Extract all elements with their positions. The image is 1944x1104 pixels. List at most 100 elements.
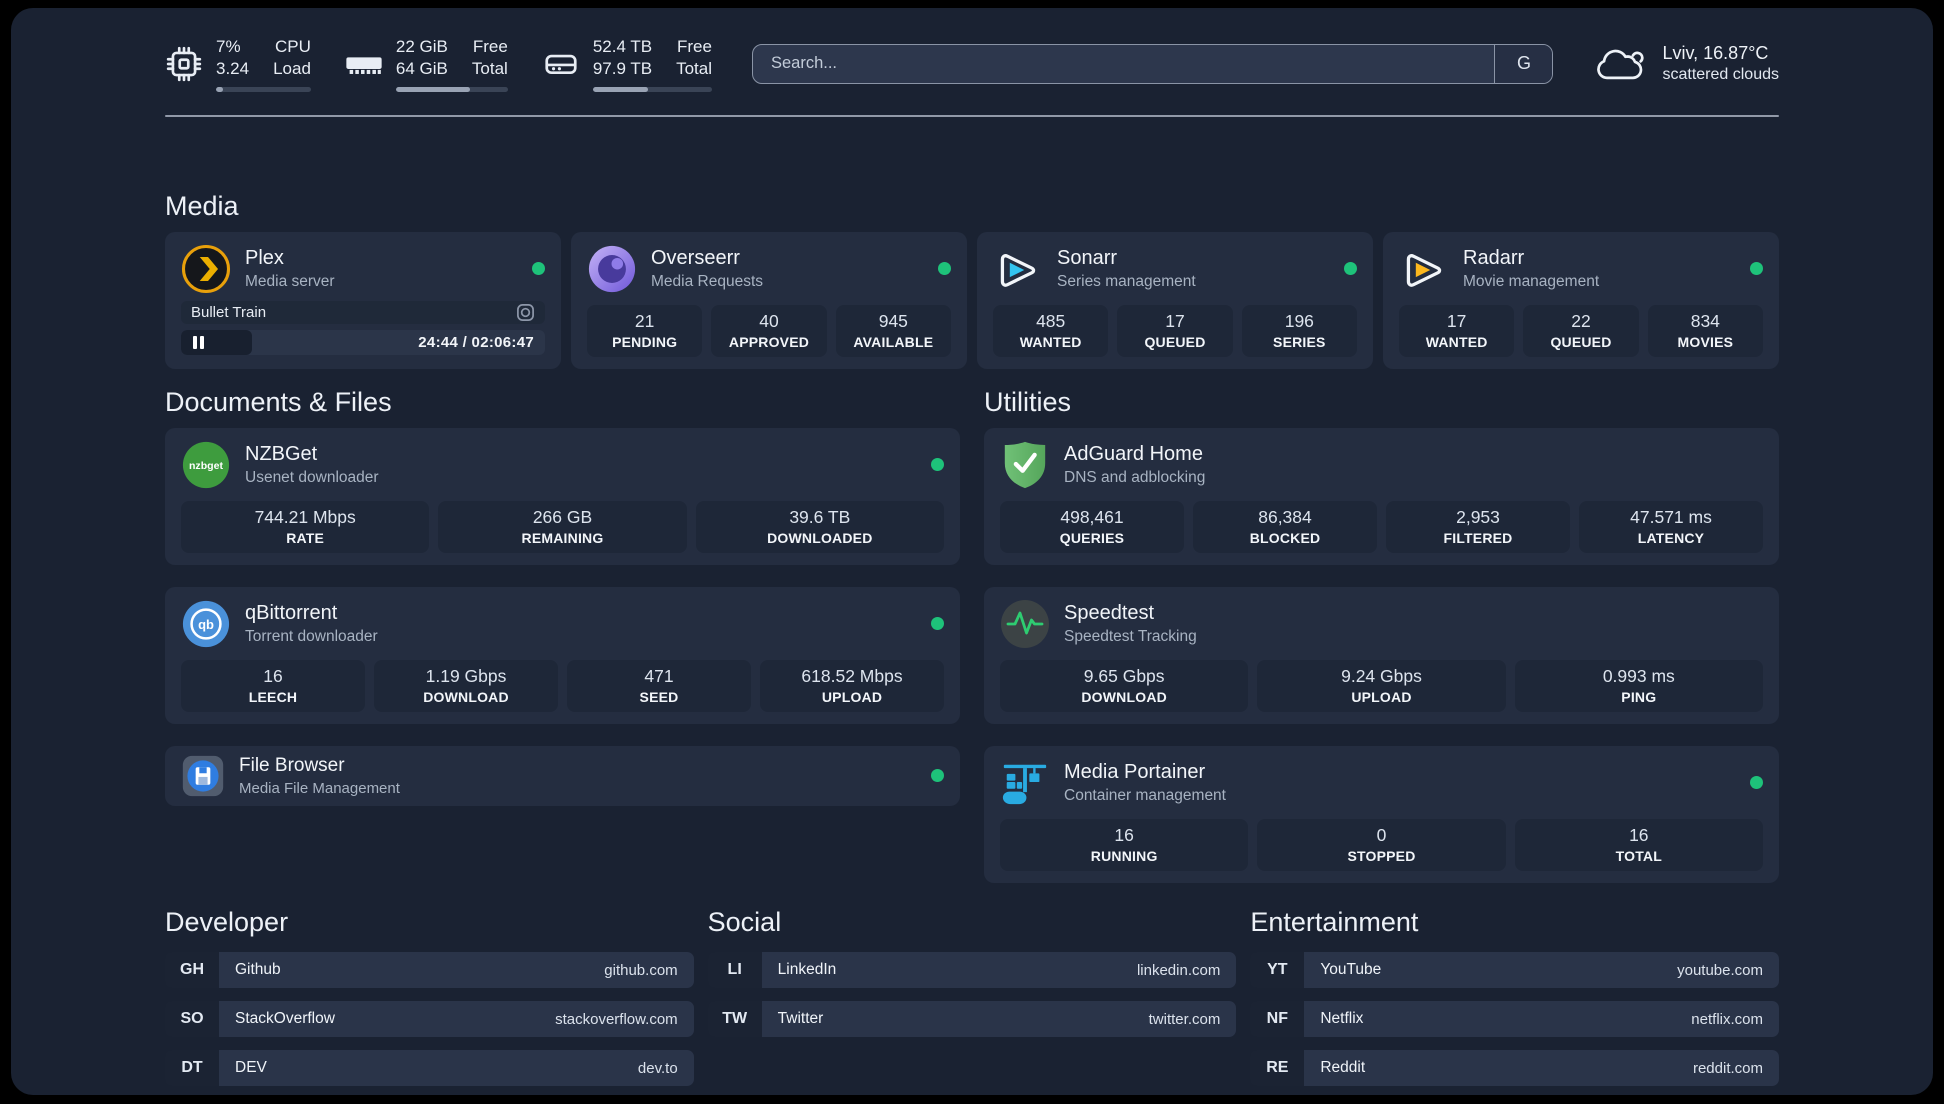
- stat-label: LEECH: [248, 688, 298, 705]
- link-row-stackoverflow[interactable]: SO StackOverflow stackoverflow.com: [165, 1001, 694, 1038]
- app-card-adguard[interactable]: AdGuard Home DNS and adblocking 498,461 …: [984, 427, 1779, 565]
- memory-total-label: Total: [471, 59, 508, 79]
- section-title-utilities: Utilities: [984, 386, 1072, 417]
- section-title-social: Social: [707, 906, 782, 937]
- stat-tile: 9.24 Gbps UPLOAD: [1257, 659, 1506, 712]
- app-card-portainer[interactable]: Media Portainer Container management 16 …: [984, 745, 1779, 883]
- memory-stat: 22 GiB 64 GiB Free Total: [345, 36, 508, 92]
- stat-label: DOWNLOAD: [1081, 688, 1167, 705]
- status-dot-online: [1750, 776, 1763, 790]
- status-dot-online: [931, 769, 944, 783]
- stat-label: WANTED: [1425, 333, 1488, 350]
- search-input[interactable]: [752, 44, 1495, 83]
- ram-icon: [345, 45, 383, 83]
- cpu-usage-bar-fill: [216, 86, 223, 92]
- stat-label: QUEUED: [1144, 333, 1206, 350]
- app-subtitle: Speedtest Tracking: [1064, 628, 1197, 646]
- stat-value: 21: [634, 310, 655, 331]
- link-url: netflix.com: [1691, 1010, 1763, 1028]
- search-engine-button[interactable]: G: [1494, 44, 1553, 83]
- stat-value: 9.24 Gbps: [1341, 665, 1422, 686]
- stat-tile: 39.6 TB DOWNLOADED: [695, 500, 944, 553]
- stat-tile: 618.52 Mbps UPLOAD: [760, 659, 944, 712]
- stat-label: RUNNING: [1090, 847, 1158, 864]
- stat-tile: 17 QUEUED: [1117, 304, 1233, 357]
- stat-value: 266 GB: [532, 506, 593, 527]
- now-playing-progress-fill: [181, 329, 252, 355]
- app-subtitle: Media File Management: [239, 780, 400, 798]
- stat-value: 16: [1114, 824, 1134, 845]
- app-card-nzbget[interactable]: nzbget NZBGet Usenet downloader 74: [165, 427, 960, 565]
- app-card-overseerr[interactable]: Overseerr Media Requests 21 PENDING 40 A…: [571, 231, 967, 369]
- app-card-qbittorrent[interactable]: qb qBittorrent Torrent downloader: [165, 586, 960, 724]
- link-row-youtube[interactable]: YT YouTube youtube.com: [1250, 952, 1779, 989]
- stat-label: REMAINING: [521, 529, 604, 546]
- now-playing-time: 24:44 / 02:06:47: [418, 333, 534, 351]
- app-subtitle: Media server: [245, 273, 335, 291]
- entertainment-section: Entertainment YT YouTube youtube.com NF …: [1250, 907, 1779, 1087]
- stat-label: AVAILABLE: [853, 333, 934, 350]
- cpu-usage-label: CPU: [275, 37, 311, 56]
- link-name: Github: [235, 961, 281, 979]
- stat-value: 744.21 Mbps: [254, 506, 356, 527]
- section-title-documents: Documents & Files: [165, 386, 392, 417]
- utilities-column: Utilities: [984, 387, 1779, 883]
- stat-value: 86,384: [1258, 506, 1312, 527]
- app-card-filebrowser[interactable]: File Browser Media File Management: [165, 745, 960, 806]
- link-abbr: SO: [165, 1001, 219, 1038]
- app-name: qBittorrent: [245, 602, 338, 625]
- stat-tile: 16 TOTAL: [1514, 818, 1763, 871]
- link-row-twitter[interactable]: TW Twitter twitter.com: [707, 1001, 1237, 1038]
- memory-free-value: 22 GiB: [395, 37, 448, 56]
- app-card-sonarr[interactable]: Sonarr Series management 485 WANTED 17 Q…: [977, 231, 1373, 369]
- stat-label: DOWNLOAD: [423, 688, 509, 705]
- memory-total-value: 64 GiB: [395, 59, 448, 79]
- stat-tile: 744.21 Mbps RATE: [181, 500, 430, 553]
- weather-widget[interactable]: Lviv, 16.87°C scattered clouds: [1597, 43, 1779, 84]
- svg-text:qb: qb: [198, 617, 214, 632]
- search-bar: G: [751, 43, 1554, 84]
- stat-label: APPROVED: [728, 333, 810, 350]
- disk-icon: [542, 45, 580, 83]
- link-name: DEV: [235, 1059, 267, 1077]
- cpu-load-value: 3.24: [216, 59, 250, 79]
- pause-icon[interactable]: [193, 335, 204, 349]
- developer-section: Developer GH Github github.com SO StackO…: [165, 907, 694, 1087]
- storage-usage-bar-fill: [592, 86, 648, 92]
- link-row-netflix[interactable]: NF Netflix netflix.com: [1250, 1001, 1779, 1038]
- link-row-linkedin[interactable]: LI LinkedIn linkedin.com: [707, 952, 1237, 989]
- stat-tile: 16 LEECH: [181, 659, 365, 712]
- stat-tile: 2,953 FILTERED: [1386, 500, 1570, 553]
- link-url: dev.to: [637, 1059, 678, 1077]
- app-card-radarr[interactable]: Radarr Movie management 17 WANTED 22 QUE…: [1383, 231, 1779, 369]
- link-row-dev[interactable]: DT DEV dev.to: [165, 1050, 694, 1087]
- stat-value: 40: [759, 310, 779, 331]
- app-card-plex[interactable]: Plex Media server Bullet Train: [165, 231, 561, 369]
- stat-label: UPLOAD: [1351, 688, 1412, 705]
- app-subtitle: Container management: [1064, 787, 1226, 805]
- app-name: Overseerr: [651, 247, 740, 270]
- stat-label: SERIES: [1273, 333, 1326, 350]
- stat-value: 2,953: [1456, 506, 1500, 527]
- camera-icon: [516, 303, 535, 322]
- storage-stat: 52.4 TB 97.9 TB Free Total: [542, 36, 712, 92]
- stat-value: 945: [878, 310, 908, 331]
- stat-label: BLOCKED: [1249, 529, 1321, 546]
- app-subtitle: Torrent downloader: [245, 628, 378, 646]
- stat-tile: 0 STOPPED: [1257, 818, 1506, 871]
- qbittorrent-icon: qb: [181, 599, 231, 649]
- cloud-icon: [1597, 44, 1647, 84]
- stat-tile: 471 SEED: [567, 659, 751, 712]
- link-name: StackOverflow: [235, 1010, 335, 1028]
- app-card-speedtest[interactable]: Speedtest Speedtest Tracking 9.65 Gbps D…: [984, 586, 1779, 724]
- stat-tile: 945 AVAILABLE: [835, 304, 951, 357]
- stat-label: FILTERED: [1443, 529, 1513, 546]
- link-row-github[interactable]: GH Github github.com: [165, 952, 694, 989]
- stat-label: MOVIES: [1677, 333, 1734, 350]
- stat-tile: 9.65 Gbps DOWNLOAD: [1000, 659, 1249, 712]
- topbar: 7% 3.24 CPU Load: [165, 8, 1779, 92]
- stat-tile: 485 WANTED: [993, 304, 1109, 357]
- link-name: Twitter: [777, 1010, 824, 1028]
- link-abbr: NF: [1250, 1001, 1305, 1038]
- link-row-reddit[interactable]: RE Reddit reddit.com: [1250, 1050, 1779, 1087]
